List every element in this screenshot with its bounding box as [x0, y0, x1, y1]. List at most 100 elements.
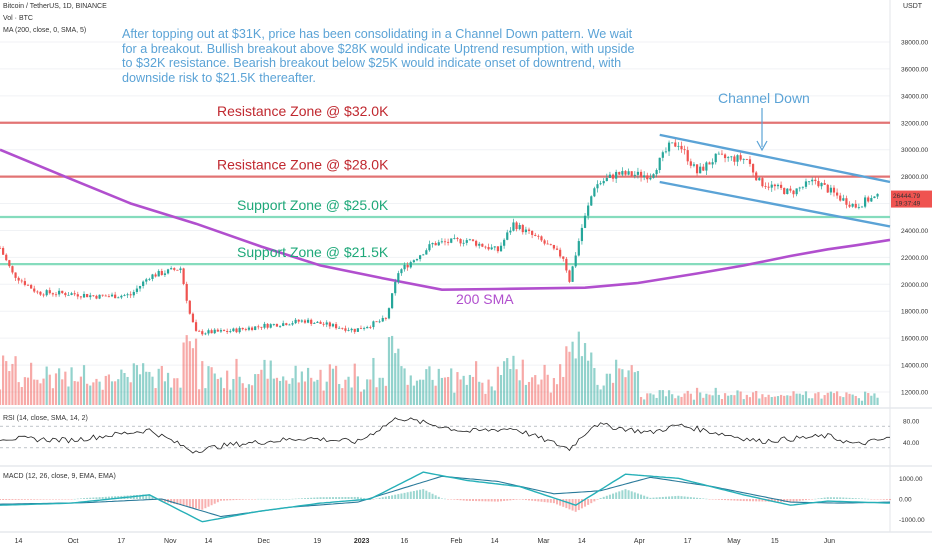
macd-histogram-bar [79, 498, 82, 499]
volume-bar [20, 387, 23, 405]
volume-bar [316, 379, 319, 405]
volume-bar [372, 357, 375, 405]
volume-bar [745, 394, 748, 405]
candle-body [758, 178, 761, 181]
time-tick-label: 17 [684, 538, 692, 545]
volume-bar [120, 369, 123, 405]
volume-bar [282, 376, 285, 405]
volume-bar [658, 390, 661, 405]
volume-bar [593, 368, 596, 405]
volume-bar [92, 382, 95, 405]
macd-histogram-bar [742, 499, 745, 502]
volume-bar [534, 375, 537, 405]
macd-histogram-bar [677, 495, 680, 499]
candle-body [602, 181, 605, 184]
macd-histogram-bar [397, 494, 400, 499]
candle-body [306, 319, 310, 323]
candle-body [409, 262, 412, 268]
macd-histogram-bar [577, 499, 580, 511]
level-label-support: Support Zone @ $25.0K [237, 197, 389, 213]
candle-body [820, 183, 823, 187]
volume-bar [674, 398, 677, 405]
candle-body [353, 328, 356, 332]
macd-histogram-bar [195, 499, 198, 509]
candle-body [596, 184, 599, 189]
macd-histogram-bar [792, 499, 795, 502]
candle-body [655, 170, 658, 175]
candle-body [272, 324, 275, 325]
candle-body [447, 241, 450, 243]
volume-bar [720, 399, 724, 405]
macd-histogram-bar [475, 499, 478, 502]
volume-bar [860, 400, 864, 405]
macd-histogram-bar [484, 499, 487, 502]
volume-bar [247, 384, 251, 405]
macd-histogram-bar [70, 499, 73, 500]
candle-body [123, 295, 126, 296]
volume-bar [182, 342, 185, 405]
candle-body [362, 328, 366, 330]
macd-histogram-bar [786, 499, 789, 503]
volume-bar [104, 375, 107, 405]
volume-bar [789, 395, 792, 405]
macd-histogram-bar [811, 499, 814, 500]
candle-body [58, 290, 61, 295]
candle-body [70, 293, 73, 295]
price-axis: 12000.00 14000.00 16000.00 18000.00 20000.00… [891, 40, 932, 524]
macd-histogram-bar [823, 497, 826, 499]
volume-bar [170, 387, 173, 405]
volume-bar [48, 374, 51, 405]
candle-body [860, 206, 864, 208]
candle-body [45, 290, 48, 296]
candle-body [608, 174, 612, 178]
volume-bar [643, 399, 646, 405]
macd-histogram-bar [27, 499, 30, 500]
volume-bar [727, 395, 730, 405]
candle-body [313, 322, 316, 324]
macd-histogram-bar [269, 498, 272, 500]
volume-bar [515, 369, 518, 405]
candle-body [390, 293, 394, 309]
candle-body [471, 239, 475, 241]
volume-bar [422, 379, 425, 405]
volume-bar [443, 377, 447, 405]
candle-body [779, 184, 783, 188]
macd-histogram-bar [8, 499, 11, 500]
candle-body [222, 330, 226, 332]
macd-histogram-bar [409, 491, 412, 499]
candle-body [574, 255, 577, 267]
macd-histogram-bar [829, 497, 832, 499]
candle-body [260, 326, 263, 328]
volume-bar [359, 391, 363, 405]
volume-bar [649, 393, 652, 405]
time-tick-label: Oct [68, 538, 79, 545]
volume-bar [512, 355, 515, 405]
volume-bar [456, 372, 459, 405]
volume-bar [219, 377, 223, 405]
macd-histogram-bar [593, 499, 596, 502]
macd-histogram-bar [447, 499, 450, 500]
macd-histogram-bar [235, 499, 238, 500]
volume-bar [596, 384, 599, 405]
macd-histogram-bar [652, 497, 655, 499]
macd-histogram-bar [394, 494, 397, 499]
volume-bar [652, 394, 655, 405]
volume-bar [89, 385, 92, 405]
macd-histogram-bar [400, 493, 403, 499]
macd-histogram-bar [602, 496, 605, 499]
volume-bar [250, 385, 254, 405]
volume-bar [618, 368, 621, 405]
macd-histogram-bar [708, 499, 711, 500]
macd-histogram-bar [664, 496, 667, 499]
volume-bar [291, 378, 294, 405]
candle-body [864, 197, 867, 207]
channel-label: Channel Down [718, 90, 810, 106]
volume-bar [98, 381, 101, 405]
volume-bar [216, 378, 219, 405]
chart-labels: Resistance Zone @ $32.0K Resistance Zone … [217, 90, 810, 307]
macd-histogram-bar [182, 499, 185, 506]
candle-body [114, 294, 117, 299]
candle-body [804, 181, 808, 187]
candle-body [440, 241, 443, 243]
macd-histogram-bar [714, 499, 717, 500]
